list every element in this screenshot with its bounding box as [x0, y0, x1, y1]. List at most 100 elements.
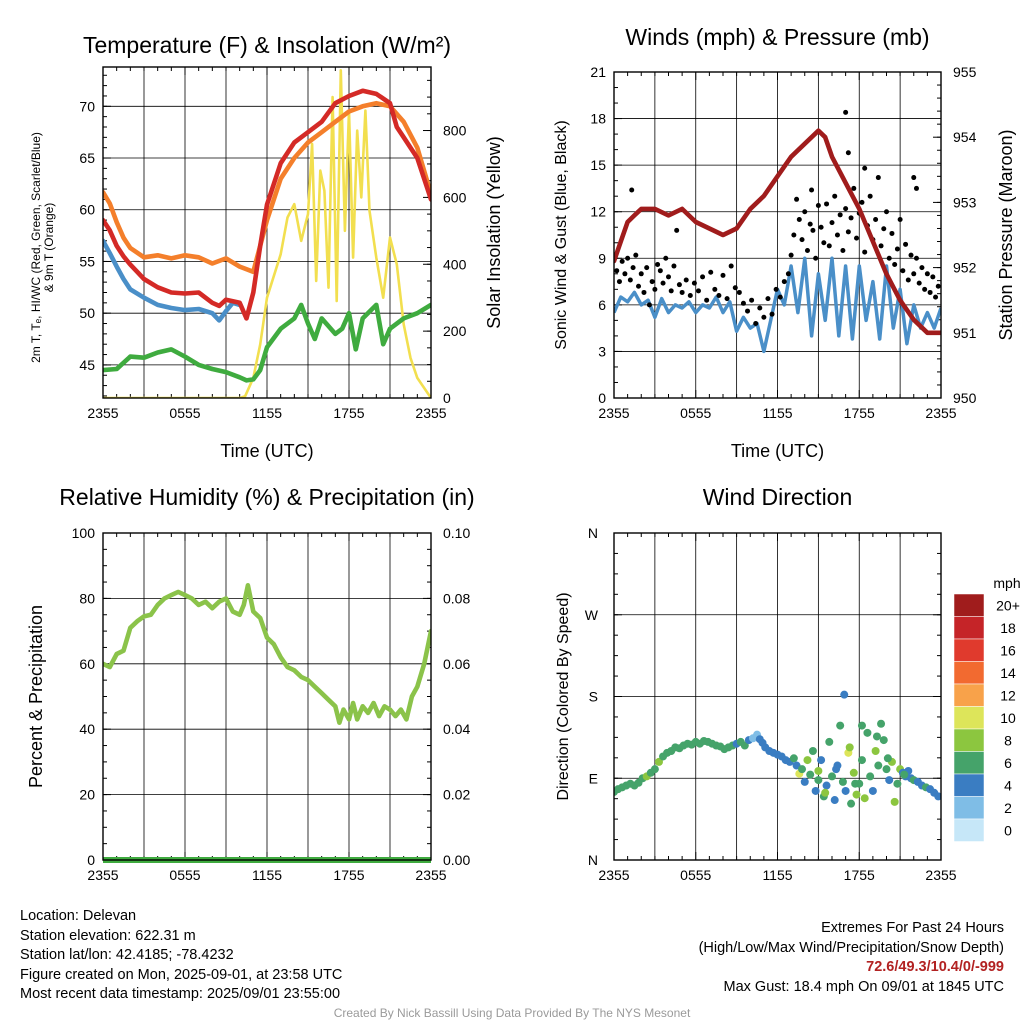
- gust-point: [930, 274, 936, 280]
- direction-point: [654, 757, 663, 766]
- gust-point: [619, 258, 625, 264]
- y-tick-label: 100: [72, 525, 96, 541]
- legend-label: 2: [1004, 800, 1012, 816]
- y-tick-label: N: [588, 852, 598, 868]
- gust-point: [646, 302, 652, 308]
- direction-point: [830, 796, 839, 805]
- station-elevation: Station elevation: 622.31 m: [20, 927, 196, 944]
- station-info: Location: Delevan Station elevation: 622…: [20, 907, 342, 1005]
- extremes-title: Extremes For Past 24 Hours: [821, 920, 1004, 936]
- gust-point: [708, 269, 714, 275]
- x-tick-label: 0555: [680, 867, 711, 883]
- y-right-tick-label: 0.08: [443, 590, 470, 606]
- gust-point: [848, 215, 854, 221]
- y-tick-label: 21: [590, 64, 606, 80]
- gust-point: [695, 288, 701, 294]
- gust-point: [862, 165, 868, 171]
- y-tick-label: 6: [598, 297, 606, 313]
- gust-point: [636, 283, 642, 289]
- direction-point: [879, 736, 888, 745]
- direction-point: [841, 786, 850, 795]
- gust-point: [911, 271, 917, 277]
- direction-point: [872, 732, 881, 741]
- gust-point: [791, 232, 797, 238]
- gust-point: [724, 296, 730, 302]
- gust-point: [761, 314, 767, 320]
- x-tick-label: 1155: [762, 867, 792, 883]
- gust-point: [627, 277, 633, 283]
- direction-point: [883, 754, 892, 763]
- gust-point: [867, 193, 873, 199]
- legend-label: 16: [1000, 642, 1016, 658]
- direction-point: [828, 772, 836, 781]
- direction-point: [821, 788, 830, 797]
- gust-point: [922, 286, 928, 292]
- legend-swatch: [953, 638, 985, 662]
- legend-swatch: [953, 616, 985, 640]
- legend-swatch: [953, 661, 985, 685]
- y-axis-label: 2m T, Tₑ, HI/WC (Red, Green, Scarlet/Blu…: [29, 132, 56, 363]
- gust-point: [859, 199, 865, 205]
- y-right-tick-label: 600: [443, 189, 467, 205]
- y-tick-label: 0: [87, 852, 95, 868]
- x-tick-label: 1155: [762, 405, 792, 421]
- x-tick-label: 2355: [925, 867, 956, 883]
- gust-point: [911, 175, 917, 181]
- legend-label: 10: [1000, 710, 1016, 726]
- y-tick-label: 0: [598, 390, 606, 406]
- gust-point: [807, 221, 813, 227]
- gust-point: [616, 279, 622, 285]
- direction-point: [740, 741, 749, 750]
- gust-point: [769, 311, 775, 317]
- gust-point: [854, 235, 860, 241]
- direction-point: [890, 797, 899, 806]
- y-right-tick-label: 0.04: [443, 721, 470, 737]
- gust-point: [728, 263, 734, 269]
- plot-frame: [102, 66, 432, 399]
- x-axis-label: Time (UTC): [731, 441, 824, 461]
- x-tick-label: 2355: [415, 867, 446, 883]
- gust-point: [749, 297, 755, 303]
- gust-point: [657, 268, 663, 274]
- y-tick-label: 20: [79, 787, 95, 803]
- plot-frame: [102, 532, 432, 861]
- y-right-tick-label: 0.06: [443, 656, 470, 672]
- gust-point: [894, 246, 900, 252]
- gust-point: [818, 224, 824, 230]
- direction-point: [882, 765, 891, 774]
- gust-point: [815, 203, 821, 209]
- y-right-tick-label: 955: [953, 64, 977, 80]
- gust-point: [753, 320, 759, 326]
- y-tick-label: 50: [79, 305, 95, 321]
- y-right-tick-label: 953: [953, 194, 977, 210]
- gust-point: [903, 241, 909, 247]
- gust-point: [679, 289, 685, 295]
- gust-point: [799, 237, 805, 243]
- gust-point: [862, 249, 868, 255]
- x-tick-label: 1155: [252, 867, 282, 883]
- direction-point: [803, 756, 812, 765]
- chart-title: Temperature (F) & Insolation (W/m²): [83, 32, 451, 58]
- y-axis-label: Sonic Wind & Gust (Blue, Black): [553, 120, 570, 349]
- series-line: [103, 88, 431, 321]
- direction-point: [893, 779, 902, 788]
- y-tick-label: 70: [79, 98, 95, 114]
- station-location: Location: Delevan: [20, 908, 137, 924]
- y-tick-label: 60: [79, 656, 95, 672]
- direction-point: [871, 747, 880, 755]
- y-right-tick-label: 954: [953, 129, 977, 145]
- y-right-tick-label: 0.10: [443, 525, 470, 541]
- gust-point: [873, 216, 879, 222]
- direction-point: [811, 786, 820, 795]
- direction-point: [845, 743, 854, 752]
- gust-point: [802, 209, 808, 215]
- gust-point: [712, 286, 718, 292]
- gust-point: [881, 226, 887, 232]
- gust-point: [824, 201, 830, 207]
- rh-series-group: [103, 583, 431, 725]
- legend-label: 20+: [996, 597, 1020, 613]
- gust-point: [884, 209, 889, 215]
- gust-point: [676, 282, 682, 288]
- gust-point: [845, 229, 851, 235]
- gust-point: [765, 296, 771, 302]
